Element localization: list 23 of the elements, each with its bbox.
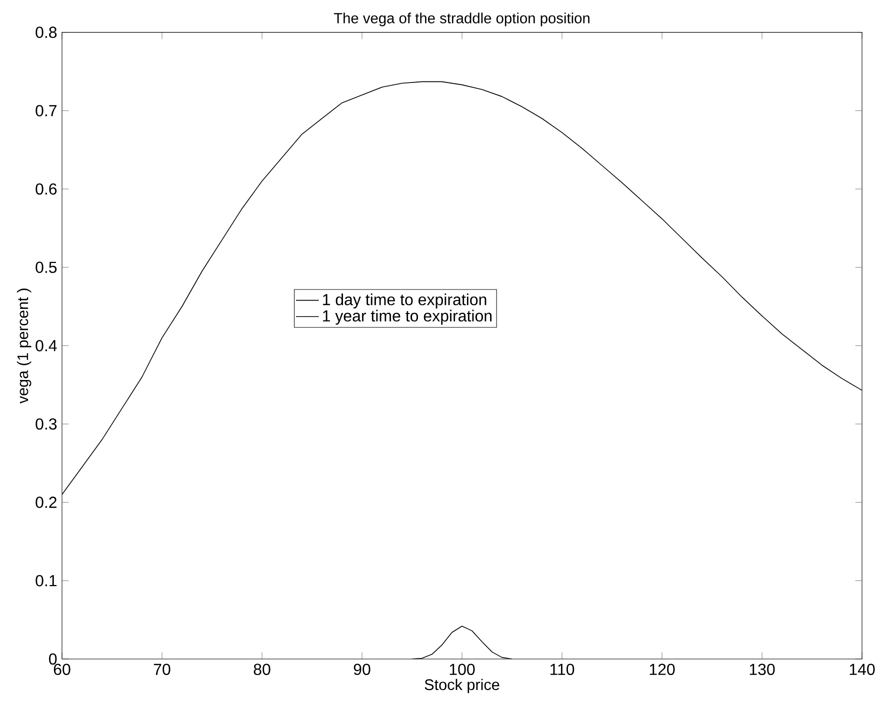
x-tick-label: 70 bbox=[154, 664, 170, 676]
x-tick-label: 60 bbox=[54, 664, 70, 676]
x-tick-label: 120 bbox=[650, 664, 675, 676]
x-tick-label: 110 bbox=[550, 664, 574, 676]
x-axis-title: Stock price bbox=[424, 678, 500, 694]
chart-title: The vega of the straddle option position bbox=[334, 12, 590, 26]
y-tick-label: 0.1 bbox=[36, 575, 57, 586]
y-tick-label: 0.5 bbox=[36, 262, 57, 273]
x-tick-label: 130 bbox=[750, 664, 775, 676]
x-tick-label: 140 bbox=[850, 664, 875, 676]
y-tick-label: 0.2 bbox=[36, 496, 56, 508]
x-tick-label: 100 bbox=[450, 664, 475, 676]
legend-label: 1 day time to expiration bbox=[323, 294, 486, 308]
legend-label: 1 year time to expiration bbox=[323, 310, 492, 325]
y-tick-label: 0.7 bbox=[36, 105, 56, 116]
y-tick-label: 0 bbox=[49, 653, 57, 665]
y-tick-label: 0.6 bbox=[36, 183, 57, 195]
y-tick-label: 0.3 bbox=[36, 418, 57, 430]
y-tick-label: 0.4 bbox=[36, 340, 57, 352]
y-axis-title: vega (1 percent ) bbox=[16, 288, 32, 404]
y-tick-label: 0.8 bbox=[36, 26, 57, 38]
x-tick-label: 80 bbox=[254, 664, 270, 676]
x-tick-label: 90 bbox=[354, 664, 370, 676]
